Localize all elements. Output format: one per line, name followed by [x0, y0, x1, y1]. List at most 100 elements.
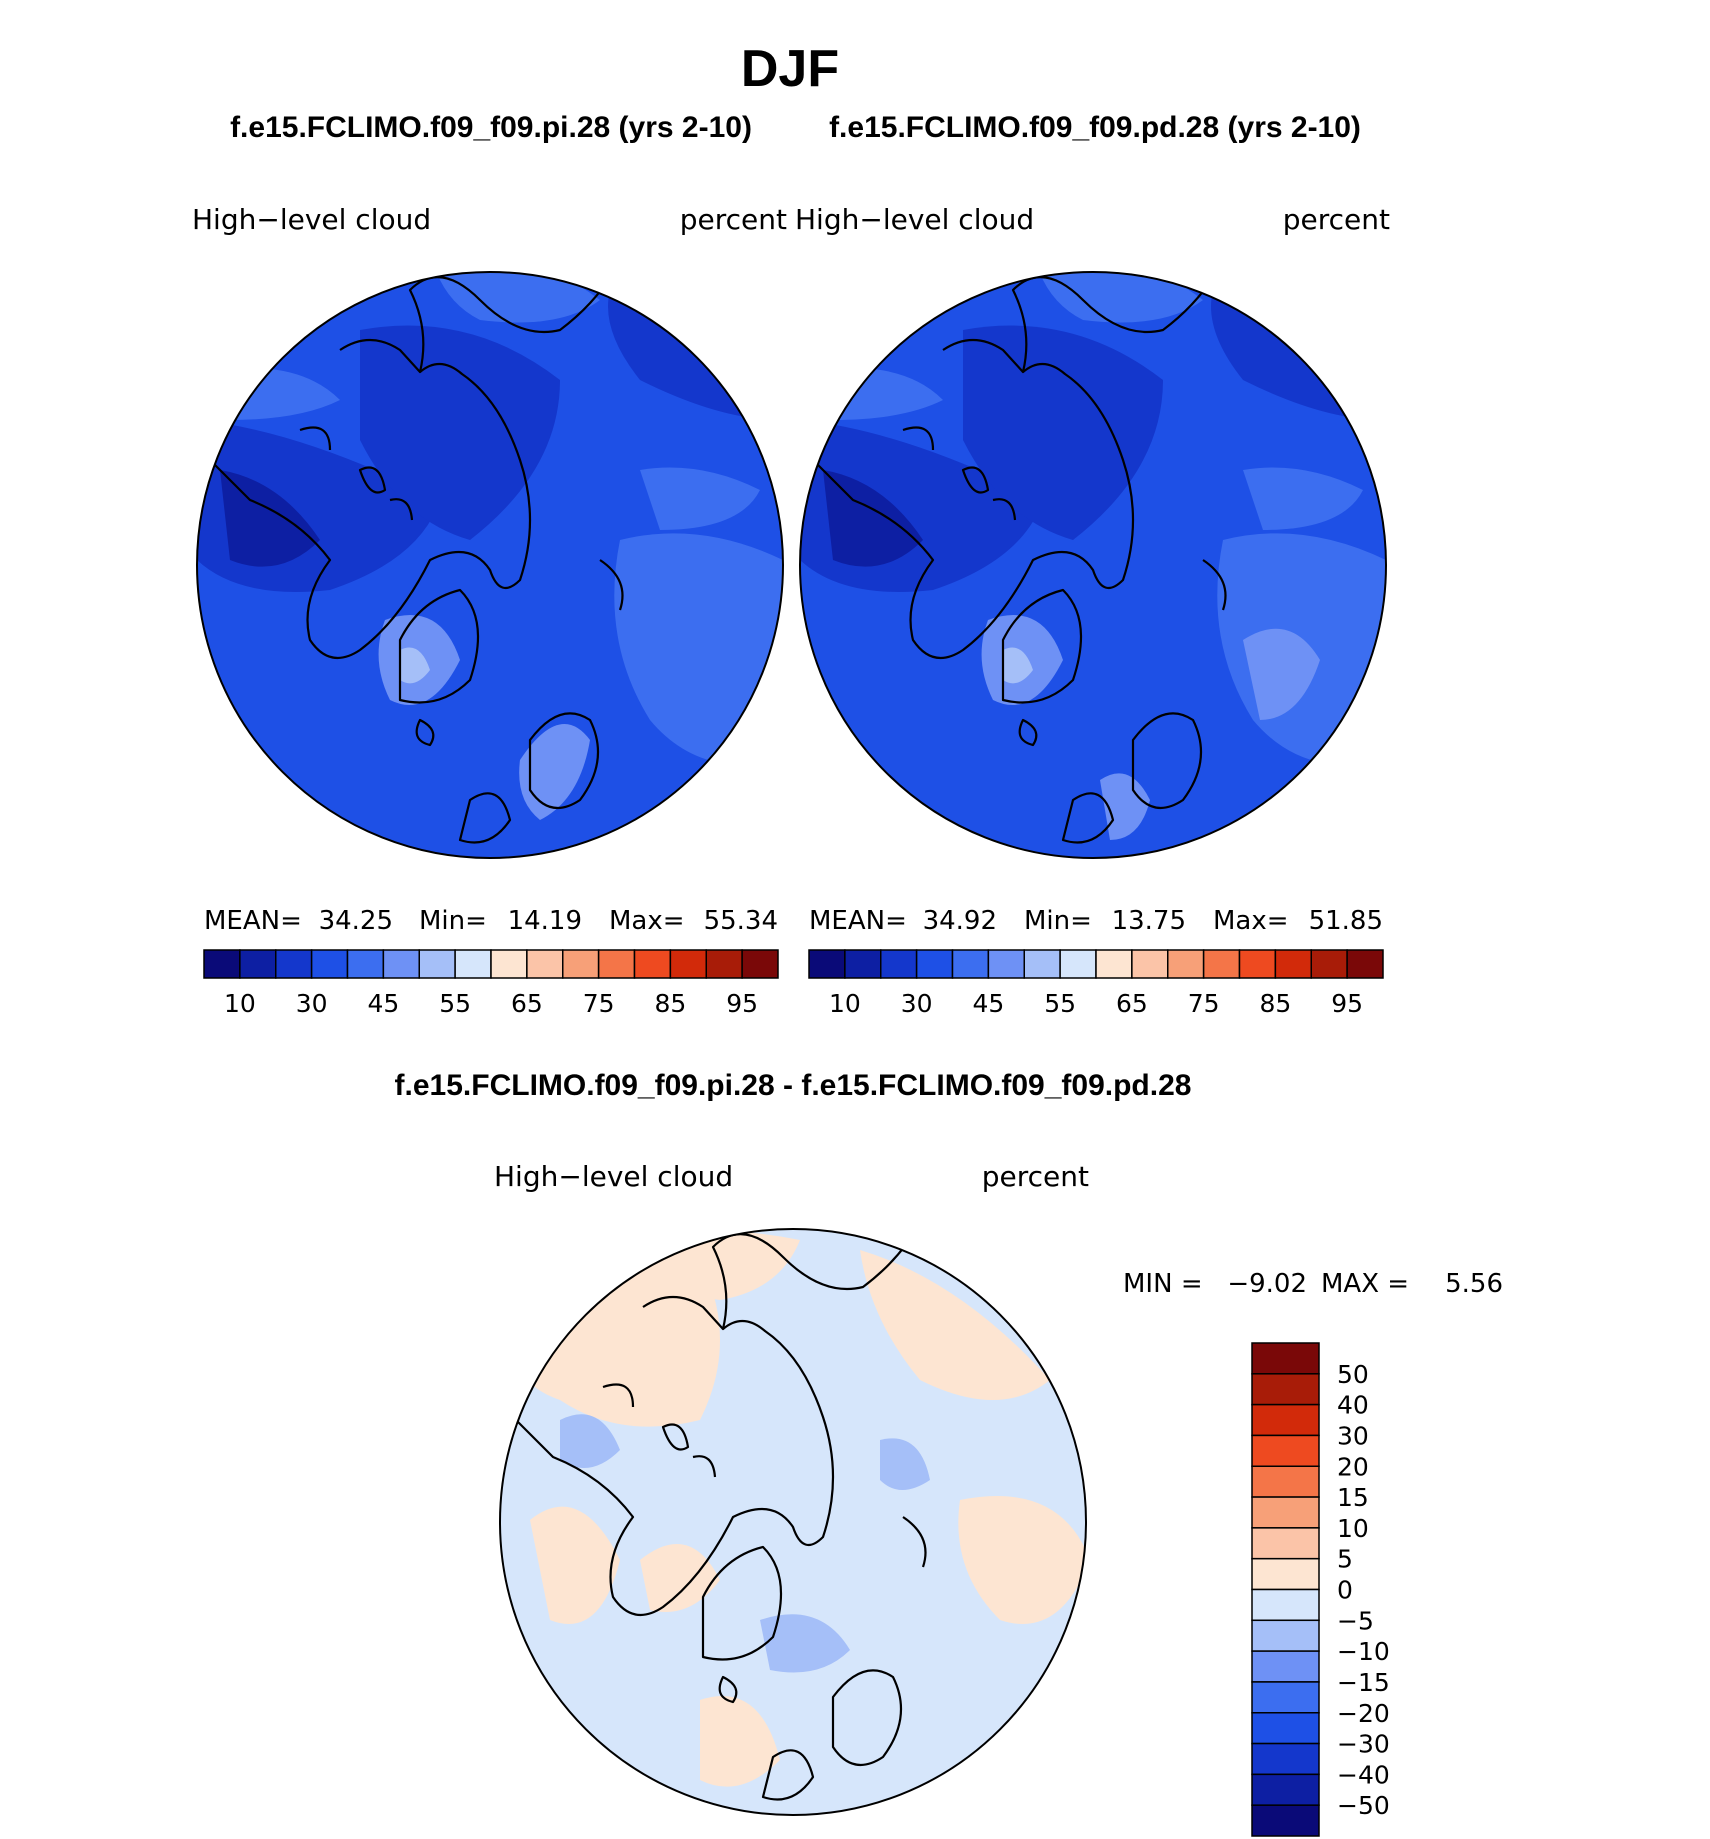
colorbar-box: [844, 949, 882, 979]
colorbar-box: [741, 949, 779, 979]
colorbar-box: [951, 949, 990, 979]
left-max-label: Max=: [609, 906, 685, 936]
colorbar-box: [346, 949, 385, 979]
colorbar-tick-label: 55: [1044, 989, 1076, 1018]
colorbar-box: [526, 949, 564, 979]
right-stats: MEAN= 34.92 Min= 13.75 Max= 51.85: [809, 906, 1383, 936]
colorbar-tick-label: 45: [367, 989, 399, 1018]
colorbar-box: [669, 949, 707, 979]
colorbar-box: [310, 949, 349, 979]
colorbar-box: [1310, 949, 1348, 979]
colorbar-box: [1251, 1434, 1320, 1467]
colorbar-box: [1251, 1342, 1320, 1375]
colorbar-tick-label: 85: [654, 989, 686, 1018]
colorbar-box: [1251, 1527, 1320, 1560]
colorbar-box: [705, 949, 743, 979]
diff-min-value: −9.02: [1227, 1269, 1307, 1299]
diff-variable-label: High−level cloud: [494, 1160, 733, 1193]
left-mean-label: MEAN=: [204, 906, 302, 936]
right-min-value: 13.75: [1112, 906, 1186, 936]
colorbar-box: [1238, 949, 1277, 979]
right-variable-label: High−level cloud: [795, 203, 1034, 236]
colorbar-box: [1251, 1804, 1320, 1837]
colorbar-box: [1251, 1619, 1320, 1652]
colorbar-box: [1059, 949, 1097, 979]
colorbar-box: [880, 949, 918, 979]
colorbar-box: [1274, 949, 1312, 979]
colorbar-tick-label: 75: [583, 989, 615, 1018]
left-map: [196, 271, 784, 859]
left-min-label: Min=: [419, 906, 487, 936]
colorbar-box: [1023, 949, 1061, 979]
colorbar-tick-label: 10: [1337, 1514, 1369, 1543]
colorbar-tick-label: 20: [1337, 1452, 1369, 1481]
colorbar-box: [1095, 949, 1133, 979]
colorbar-tick-label: 95: [726, 989, 758, 1018]
colorbar-box: [454, 949, 492, 979]
colorbar-box: [1251, 1403, 1320, 1437]
colorbar-box: [1251, 1373, 1320, 1406]
right-max-label: Max=: [1213, 906, 1289, 936]
colorbar-box: [490, 949, 528, 979]
colorbar-box: [1251, 1681, 1320, 1714]
diff-min-label: MIN =: [1123, 1269, 1203, 1299]
colorbar-box: [275, 949, 313, 979]
diff-max-value: 5.56: [1445, 1269, 1503, 1299]
colorbar-box: [1251, 1557, 1320, 1591]
colorbar-tick-label: −5: [1337, 1606, 1374, 1635]
colorbar-tick-label: −40: [1337, 1760, 1390, 1789]
left-mean-value: 34.25: [319, 906, 393, 936]
colorbar-box: [1251, 1465, 1320, 1498]
left-colorbar: 10 30 45 55 65 75 85 95: [203, 949, 779, 1018]
diff-panel-title: f.e15.FCLIMO.f09_f09.pi.28 - f.e15.FCLIM…: [395, 1069, 1192, 1102]
diff-map: [499, 1228, 1087, 1816]
colorbar-box: [633, 949, 672, 979]
colorbar-tick-label: −20: [1337, 1699, 1390, 1728]
colorbar-box: [808, 949, 846, 979]
colorbar-tick-label: 75: [1188, 989, 1220, 1018]
colorbar-tick-label: 0: [1337, 1576, 1353, 1605]
colorbar-tick-label: −10: [1337, 1637, 1390, 1666]
colorbar-box: [1167, 949, 1205, 979]
colorbar-box: [562, 949, 600, 979]
colorbar-box: [239, 949, 277, 979]
right-mean-value: 34.92: [923, 906, 997, 936]
colorbar-box: [203, 949, 241, 979]
right-panel-title: f.e15.FCLIMO.f09_f09.pd.28 (yrs 2-10): [829, 111, 1361, 144]
colorbar-tick-label: −15: [1337, 1668, 1390, 1697]
right-max-value: 51.85: [1309, 906, 1383, 936]
colorbar-box: [382, 949, 420, 979]
colorbar-tick-label: 40: [1337, 1391, 1369, 1420]
diff-max-label: MAX =: [1321, 1269, 1409, 1299]
diff-stats: MIN = −9.02 MAX = 5.56: [1123, 1269, 1503, 1299]
right-map: [799, 271, 1387, 859]
colorbar-tick-label: 5: [1337, 1545, 1353, 1574]
left-panel-title: f.e15.FCLIMO.f09_f09.pi.28 (yrs 2-10): [230, 111, 752, 144]
colorbar-tick-label: 10: [224, 989, 256, 1018]
colorbar-box: [597, 949, 636, 979]
colorbar-tick-label: −50: [1337, 1791, 1390, 1820]
colorbar-box: [1131, 949, 1169, 979]
left-variable-label: High−level cloud: [192, 203, 431, 236]
left-min-value: 14.19: [508, 906, 582, 936]
colorbar-tick-label: 45: [972, 989, 1004, 1018]
colorbar-box: [1251, 1650, 1320, 1683]
colorbar-tick-label: 30: [901, 989, 933, 1018]
colorbar-tick-label: 65: [1116, 989, 1148, 1018]
left-max-value: 55.34: [704, 906, 778, 936]
colorbar-box: [1251, 1742, 1320, 1776]
colorbar-box: [1251, 1773, 1320, 1806]
main-title: DJF: [741, 40, 839, 98]
right-units-label: percent: [1283, 203, 1390, 236]
colorbar-box: [987, 949, 1025, 979]
left-stats: MEAN= 34.25 Min= 14.19 Max= 55.34: [204, 906, 778, 936]
right-min-label: Min=: [1024, 906, 1092, 936]
colorbar-tick-label: 95: [1331, 989, 1363, 1018]
colorbar-tick-label: 50: [1337, 1360, 1369, 1389]
colorbar-tick-label: 85: [1259, 989, 1291, 1018]
colorbar-box: [418, 949, 456, 979]
colorbar-box: [1251, 1712, 1320, 1745]
right-colorbar: 10 30 45 55 65 75 85 95: [808, 949, 1384, 1018]
